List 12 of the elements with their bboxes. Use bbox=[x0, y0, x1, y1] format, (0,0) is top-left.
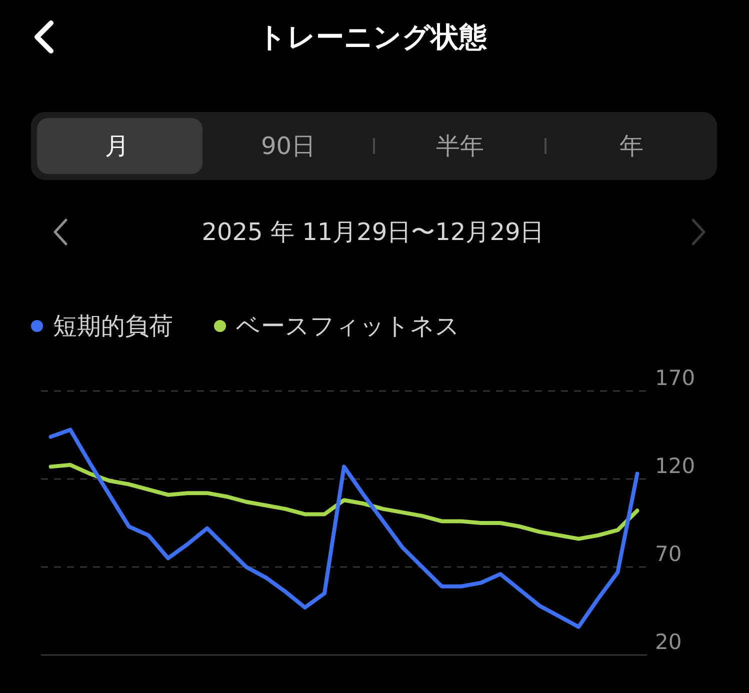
text: 90日 bbox=[260, 132, 316, 160]
legend-label: 短期的負荷 bbox=[53, 312, 173, 340]
legend-label: ベースフィットネス bbox=[236, 312, 460, 340]
chart-title: トレーニング状態 bbox=[258, 20, 488, 54]
text: 半年 bbox=[436, 132, 484, 160]
y-tick-label: 170 bbox=[655, 366, 696, 390]
text: 月 bbox=[104, 132, 129, 160]
chart-subtitle: 2025 年 11月29日〜12月29日 bbox=[202, 218, 544, 246]
y-tick-label: 120 bbox=[655, 454, 696, 478]
y-tick-label: 20 bbox=[655, 630, 682, 654]
y-tick-label: 70 bbox=[655, 542, 682, 566]
text: 年 bbox=[619, 132, 644, 160]
